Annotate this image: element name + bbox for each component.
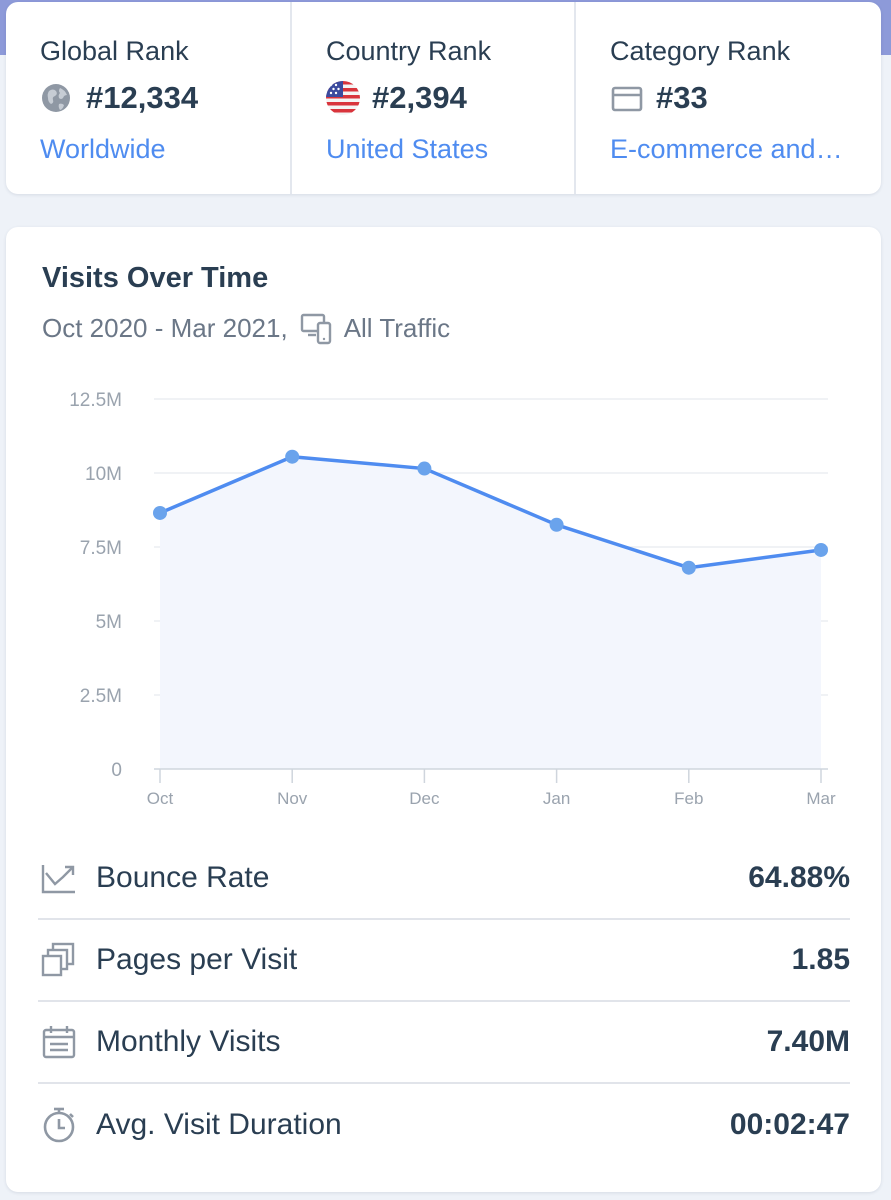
date-range: Oct 2020 - Mar 2021, <box>42 312 288 343</box>
calendar-icon <box>40 1023 78 1061</box>
visits-chart: 0 2.5M 5M 7.5M 10M 12.5M Oct Nov Dec Jan Feb Mar <box>69 390 836 808</box>
global-rank: Global Rank #12,334 Worldwide <box>6 2 290 194</box>
metric-value: 7.40M <box>766 1025 850 1058</box>
category-rank: Category Rank #33 E-commerce and … <box>574 2 881 194</box>
metric-value: 64.88% <box>748 861 850 894</box>
area-fill <box>160 456 821 769</box>
x-tick-label: Oct <box>147 789 174 808</box>
global-rank-title: Global Rank <box>40 36 189 66</box>
metric-value: 00:02:47 <box>729 1108 850 1141</box>
data-point <box>285 449 300 464</box>
metric-label: Avg. Visit Duration <box>96 1108 342 1141</box>
visits-title: Visits Over Time <box>42 262 269 294</box>
global-rank-value: #12,334 <box>86 80 199 115</box>
visits-subtitle: Oct 2020 - Mar 2021, All Traffic <box>42 311 450 345</box>
country-rank: Country Rank <box>290 2 574 194</box>
devices-icon <box>300 311 334 345</box>
category-rank-link[interactable]: E-commerce and … <box>610 134 850 164</box>
metric-bounce-rate: Bounce Rate 64.88% <box>38 838 850 920</box>
global-rank-link[interactable]: Worldwide <box>40 134 166 164</box>
y-tick-label: 0 <box>111 760 122 781</box>
category-rank-title: Category Rank <box>610 36 791 66</box>
metric-monthly-visits: Monthly Visits 7.40M <box>38 1002 850 1084</box>
category-icon <box>610 80 646 116</box>
x-tick-label: Nov <box>277 789 308 808</box>
data-point <box>549 517 564 532</box>
rank-card: Global Rank #12,334 Worldwide Country Ra… <box>6 2 881 194</box>
stopwatch-icon <box>40 1106 78 1144</box>
globe-icon <box>40 80 76 116</box>
x-tick-label: Mar <box>806 789 836 808</box>
category-rank-value: #33 <box>656 80 708 115</box>
bounce-rate-icon <box>40 859 78 897</box>
metric-label: Bounce Rate <box>96 861 270 894</box>
pages-icon <box>40 941 78 979</box>
country-rank-value: #2,394 <box>372 80 467 115</box>
data-point <box>417 461 432 476</box>
metric-pages-per-visit: Pages per Visit 1.85 <box>38 920 850 1002</box>
metric-label: Monthly Visits <box>96 1025 281 1058</box>
traffic-filter[interactable]: All Traffic <box>343 312 451 343</box>
y-tick-label: 7.5M <box>80 538 122 559</box>
country-rank-link[interactable]: United States <box>326 134 489 164</box>
x-tick-label: Feb <box>674 789 703 808</box>
y-tick-label: 12.5M <box>69 390 122 411</box>
y-tick-label: 5M <box>96 612 122 633</box>
metric-value: 1.85 <box>791 943 850 976</box>
series-line <box>159 454 822 570</box>
country-rank-title: Country Rank <box>326 36 492 66</box>
metric-avg-visit-duration: Avg. Visit Duration 00:02:47 <box>38 1084 850 1166</box>
data-point <box>153 505 167 520</box>
data-point <box>814 542 828 557</box>
x-tick-label: Dec <box>409 789 440 808</box>
y-tick-label: 10M <box>85 464 122 485</box>
y-tick-label: 2.5M <box>80 686 122 707</box>
us-flag-icon <box>326 80 362 116</box>
metric-label: Pages per Visit <box>96 943 298 976</box>
visits-card: Visits Over Time Oct 2020 - Mar 2021, Al… <box>6 227 881 1192</box>
data-point <box>681 560 696 575</box>
x-tick-label: Jan <box>543 789 570 808</box>
